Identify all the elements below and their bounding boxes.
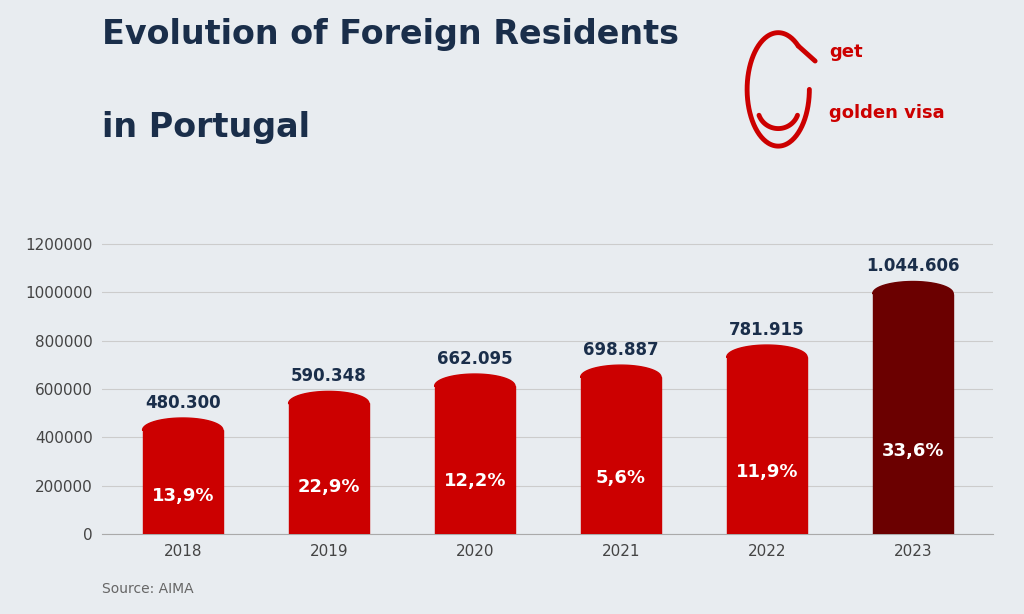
Polygon shape bbox=[872, 281, 953, 293]
Text: Evolution of Foreign Residents: Evolution of Foreign Residents bbox=[102, 18, 679, 52]
Polygon shape bbox=[289, 391, 369, 403]
Text: 11,9%: 11,9% bbox=[735, 463, 798, 481]
Text: in Portugal: in Portugal bbox=[102, 111, 310, 144]
Text: 1.044.606: 1.044.606 bbox=[866, 257, 959, 276]
Text: 5,6%: 5,6% bbox=[596, 469, 646, 488]
Bar bbox=[727, 357, 807, 534]
Text: 662.095: 662.095 bbox=[437, 350, 513, 368]
Text: 13,9%: 13,9% bbox=[152, 487, 214, 505]
Text: 12,2%: 12,2% bbox=[443, 472, 506, 491]
Text: 698.887: 698.887 bbox=[583, 341, 658, 359]
Bar bbox=[289, 403, 369, 534]
Text: 781.915: 781.915 bbox=[729, 321, 805, 339]
Text: 590.348: 590.348 bbox=[291, 367, 367, 386]
Bar bbox=[581, 377, 662, 534]
Bar bbox=[872, 293, 953, 534]
Text: 33,6%: 33,6% bbox=[882, 442, 944, 460]
Polygon shape bbox=[142, 418, 223, 430]
Polygon shape bbox=[727, 345, 807, 357]
Bar bbox=[142, 430, 223, 534]
Polygon shape bbox=[434, 374, 515, 386]
Text: get: get bbox=[829, 43, 863, 61]
Text: golden visa: golden visa bbox=[829, 104, 945, 122]
Text: 22,9%: 22,9% bbox=[298, 478, 360, 496]
Bar bbox=[434, 386, 515, 534]
Polygon shape bbox=[581, 365, 662, 377]
Text: Source: AIMA: Source: AIMA bbox=[102, 581, 194, 596]
Text: 480.300: 480.300 bbox=[145, 394, 220, 412]
